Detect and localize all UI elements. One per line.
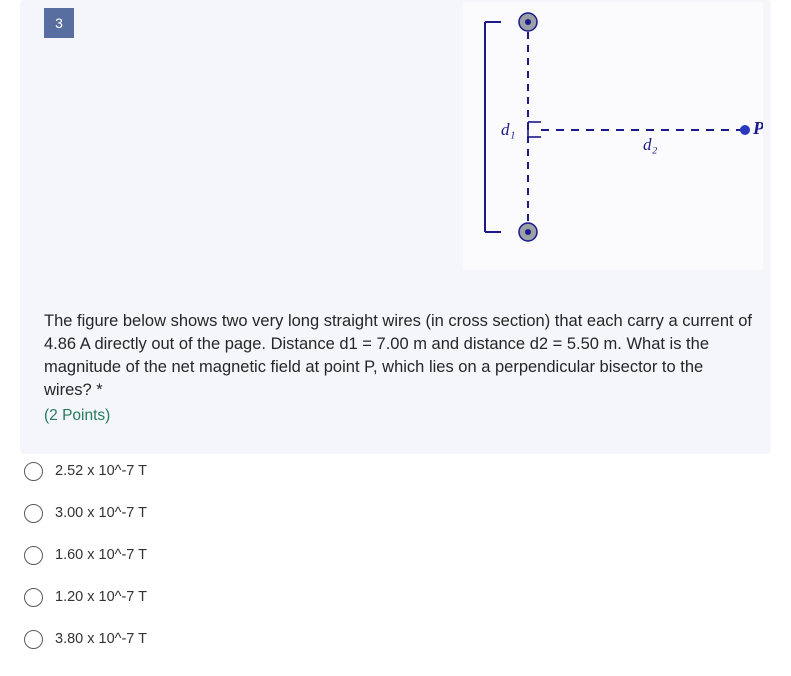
question-text-block: The figure below shows two very long str…	[44, 310, 754, 427]
answer-label: 3.80 x 10^-7 T	[55, 631, 147, 647]
answer-option[interactable]: 2.52 x 10^-7 T	[20, 450, 771, 492]
answer-label: 2.52 x 10^-7 T	[55, 463, 147, 479]
answer-list: 2.52 x 10^-7 T 3.00 x 10^-7 T 1.60 x 10^…	[20, 450, 771, 660]
radio-icon[interactable]	[24, 462, 43, 481]
radio-icon[interactable]	[24, 588, 43, 607]
question-card: 3	[20, 0, 771, 454]
label-d1: d₁	[501, 120, 515, 139]
answer-option[interactable]: 3.00 x 10^-7 T	[20, 492, 771, 534]
question-number-badge: 3	[44, 8, 74, 38]
radio-icon[interactable]	[24, 504, 43, 523]
radio-icon[interactable]	[24, 546, 43, 565]
label-d2: d₂	[643, 135, 658, 154]
radio-icon[interactable]	[24, 630, 43, 649]
label-P: P	[752, 118, 763, 138]
question-points: (2 Points)	[44, 404, 754, 427]
physics-diagram-svg: d₁ d₂ P	[463, 2, 763, 270]
question-figure: d₁ d₂ P	[463, 2, 763, 270]
question-prompt: The figure below shows two very long str…	[44, 312, 752, 399]
answer-label: 1.20 x 10^-7 T	[55, 589, 147, 605]
answer-option[interactable]: 1.20 x 10^-7 T	[20, 576, 771, 618]
answer-option[interactable]: 1.60 x 10^-7 T	[20, 534, 771, 576]
answer-option[interactable]: 3.80 x 10^-7 T	[20, 618, 771, 660]
answer-label: 1.60 x 10^-7 T	[55, 547, 147, 563]
answer-label: 3.00 x 10^-7 T	[55, 505, 147, 521]
